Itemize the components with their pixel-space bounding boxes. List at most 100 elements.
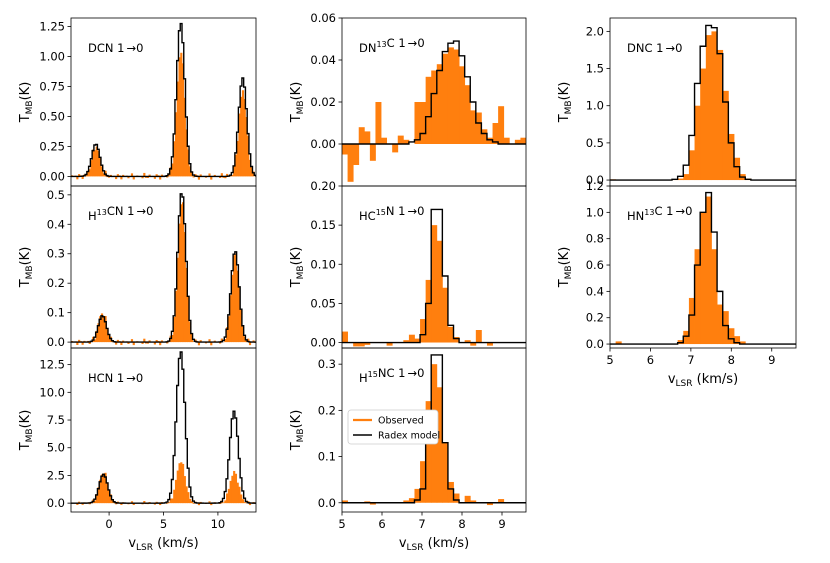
y-tick-label: 0.25 bbox=[39, 139, 65, 153]
x-axis-label-sub: LSR bbox=[407, 543, 424, 553]
panel-label-part: DCN 1 bbox=[88, 41, 124, 55]
x-axis-label-unit: (km/s) bbox=[153, 536, 199, 551]
observed-bar bbox=[695, 106, 701, 180]
y-axis-label-unit: (K) bbox=[18, 410, 33, 429]
panel-label-part: 0 bbox=[136, 371, 143, 385]
x-axis-label: vLSR (km/s) bbox=[668, 372, 738, 389]
x-tick-label: 7 bbox=[418, 517, 425, 531]
x-axis-label-sub: LSR bbox=[136, 543, 153, 553]
y-tick-label: 2.5 bbox=[47, 468, 65, 482]
y-axis-label-main: T bbox=[289, 279, 304, 288]
y-tick-label: 0.0 bbox=[318, 496, 336, 510]
y-tick-label: 7.5 bbox=[47, 413, 65, 427]
y-axis-label-main: T bbox=[557, 114, 572, 123]
x-tick-label: 6 bbox=[647, 353, 654, 367]
y-tick-label: 0.00 bbox=[39, 169, 65, 183]
panel-label-part: → bbox=[665, 41, 675, 55]
x-tick-label: 8 bbox=[728, 353, 735, 367]
panel-label: DN13C 1→0 bbox=[359, 36, 425, 55]
x-axis-label-unit: (km/s) bbox=[693, 372, 739, 387]
y-tick-label: 10.0 bbox=[39, 385, 65, 399]
observed-bar bbox=[431, 225, 437, 342]
y-axis-label-unit: (K) bbox=[18, 247, 33, 266]
panel-label-part: NC 1 bbox=[378, 366, 406, 380]
observed-bar bbox=[370, 144, 376, 161]
y-axis-label-main: T bbox=[289, 442, 304, 451]
y-axis-label-sub: MB bbox=[25, 100, 35, 114]
panel-label-part: HC bbox=[359, 209, 376, 223]
panel-label-part: → bbox=[407, 366, 417, 380]
y-tick-label: 0.3 bbox=[318, 357, 336, 371]
x-axis-label-unit: (km/s) bbox=[424, 536, 470, 551]
panel-label-part: C 1 bbox=[654, 204, 673, 218]
y-tick-label: 1.2 bbox=[586, 179, 604, 193]
y-tick-label: 0.0 bbox=[47, 335, 65, 349]
y-tick-label: 0.75 bbox=[39, 79, 65, 93]
observed-bar bbox=[348, 144, 354, 182]
y-axis-label-sub: MB bbox=[25, 428, 35, 442]
y-tick-label: 0.04 bbox=[310, 53, 336, 67]
panel-label-part: → bbox=[126, 371, 136, 385]
panel-label-part: H bbox=[359, 371, 368, 385]
observed-bar bbox=[392, 144, 398, 152]
y-axis-label-sub: MB bbox=[296, 265, 306, 279]
panel-label: HC15N 1→0 bbox=[359, 204, 424, 223]
observed-bar bbox=[493, 123, 499, 144]
y-tick-label: 1.5 bbox=[586, 62, 604, 76]
panel-label-part: 0 bbox=[417, 204, 424, 218]
x-tick-label: 5 bbox=[160, 517, 167, 531]
y-axis-label: TMB(K) bbox=[289, 410, 306, 452]
observed-bar bbox=[498, 106, 504, 144]
panel-label-part: N 1 bbox=[386, 204, 406, 218]
panel-label-part: → bbox=[675, 204, 685, 218]
panel-label: DNC 1→0 bbox=[627, 41, 682, 55]
x-tick-label: 0 bbox=[105, 517, 112, 531]
panel-label-part: 0 bbox=[685, 204, 692, 218]
y-axis-label-main: T bbox=[18, 114, 33, 123]
y-axis-label-sub: MB bbox=[296, 100, 306, 114]
y-axis-label-unit: (K) bbox=[557, 82, 572, 101]
panel-label-part: 0 bbox=[675, 41, 682, 55]
panel-label-part: CN 1 bbox=[107, 204, 135, 218]
y-axis-label-sub: MB bbox=[564, 265, 574, 279]
observed-bar bbox=[706, 35, 712, 180]
observed-bar bbox=[437, 64, 443, 144]
y-axis-label: TMB(K) bbox=[289, 82, 306, 124]
observed-bar bbox=[359, 127, 365, 144]
x-tick-label: 10 bbox=[211, 517, 226, 531]
y-tick-label: 0.8 bbox=[586, 232, 604, 246]
y-axis-label-main: T bbox=[557, 279, 572, 288]
panel-label-part: 13 bbox=[97, 208, 107, 217]
y-axis-label: TMB(K) bbox=[18, 410, 35, 452]
y-tick-label: 0.1 bbox=[318, 450, 336, 464]
panel-label-part: 13 bbox=[376, 40, 386, 49]
y-axis-label-sub: MB bbox=[25, 265, 35, 279]
observed-bar bbox=[520, 138, 526, 144]
y-axis-label: TMB(K) bbox=[557, 247, 574, 289]
panel-label-part: 0 bbox=[417, 366, 424, 380]
y-tick-label: 0.15 bbox=[310, 218, 336, 232]
y-tick-label: 0.5 bbox=[586, 136, 604, 150]
y-axis-label-unit: (K) bbox=[289, 410, 304, 429]
panel-label-part: DNC 1 bbox=[627, 41, 663, 55]
y-tick-label: 1.00 bbox=[39, 49, 65, 63]
y-tick-label: 0.2 bbox=[318, 403, 336, 417]
panel-label-part: H bbox=[88, 209, 97, 223]
y-tick-label: 1.25 bbox=[39, 19, 65, 33]
y-tick-label: 0.6 bbox=[586, 258, 604, 272]
panel-label-part: → bbox=[407, 204, 417, 218]
observed-bar bbox=[700, 69, 706, 181]
panel-label-part: HCN 1 bbox=[88, 371, 124, 385]
panel-label-part: 0 bbox=[136, 41, 143, 55]
y-tick-label: 0.50 bbox=[39, 109, 65, 123]
panel-label-part: 0 bbox=[417, 36, 424, 50]
y-tick-label: 1.0 bbox=[586, 99, 604, 113]
panel-label: DCN 1→0 bbox=[88, 41, 143, 55]
panel-label-part: 15 bbox=[368, 370, 378, 379]
observed-bar bbox=[678, 179, 684, 180]
